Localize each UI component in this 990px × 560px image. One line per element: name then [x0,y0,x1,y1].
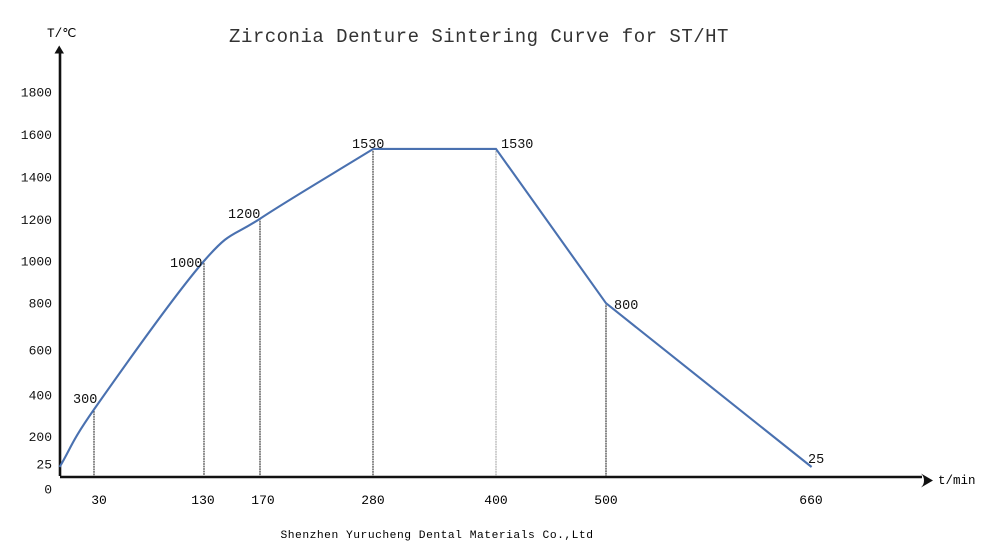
svg-text:600: 600 [29,344,52,359]
svg-text:25: 25 [36,458,52,473]
svg-text:1200: 1200 [21,213,52,228]
svg-text:1400: 1400 [21,171,52,186]
svg-text:300: 300 [73,393,97,408]
svg-text:400: 400 [29,389,52,404]
svg-text:0: 0 [44,483,52,498]
svg-text:660: 660 [799,493,822,508]
svg-text:500: 500 [594,493,617,508]
svg-text:25: 25 [808,453,824,468]
svg-text:1800: 1800 [21,86,52,101]
svg-text:30: 30 [91,493,107,508]
svg-text:800: 800 [29,297,52,312]
svg-text:1530: 1530 [501,138,533,153]
svg-text:1600: 1600 [21,128,52,143]
svg-text:800: 800 [614,299,638,314]
svg-text:1530: 1530 [352,138,384,153]
svg-text:130: 130 [191,493,214,508]
svg-text:400: 400 [484,493,507,508]
svg-text:200: 200 [29,430,52,445]
svg-text:280: 280 [361,493,384,508]
svg-text:1200: 1200 [228,208,260,223]
svg-text:1000: 1000 [170,257,202,272]
svg-text:170: 170 [251,493,274,508]
svg-text:1000: 1000 [21,255,52,270]
